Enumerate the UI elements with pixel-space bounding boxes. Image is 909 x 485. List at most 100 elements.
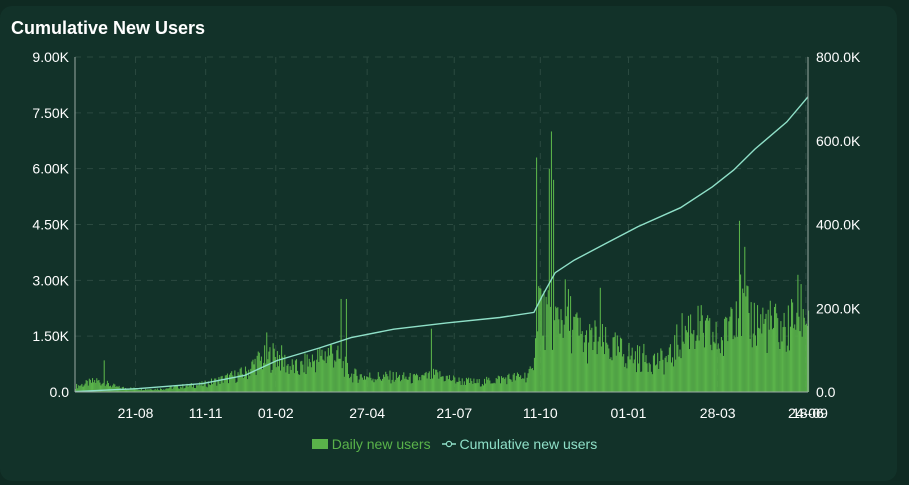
bar bbox=[683, 343, 685, 392]
bar bbox=[609, 358, 611, 392]
bar bbox=[249, 375, 251, 392]
bar bbox=[489, 380, 491, 392]
bar bbox=[537, 331, 539, 392]
bar bbox=[189, 384, 191, 392]
legend-item-line[interactable]: Cumulative new users bbox=[442, 436, 597, 452]
bar bbox=[658, 369, 660, 392]
bar bbox=[84, 383, 86, 392]
bar bbox=[638, 363, 640, 392]
bar bbox=[715, 321, 717, 392]
bar bbox=[85, 380, 87, 392]
bar bbox=[520, 375, 522, 392]
bar bbox=[232, 375, 234, 392]
bar bbox=[328, 355, 330, 392]
bar bbox=[418, 380, 420, 392]
bar bbox=[686, 332, 688, 392]
bar bbox=[355, 369, 357, 392]
bar bbox=[311, 354, 313, 392]
bar bbox=[745, 296, 747, 392]
legend-item-bars[interactable]: Daily new users bbox=[311, 436, 431, 452]
bar bbox=[302, 364, 304, 392]
bar bbox=[401, 379, 403, 392]
bar bbox=[81, 383, 83, 392]
bar bbox=[768, 329, 770, 392]
bar bbox=[182, 384, 184, 392]
bar bbox=[95, 382, 97, 392]
bar bbox=[94, 380, 96, 392]
bar bbox=[321, 349, 323, 392]
bar bbox=[624, 366, 626, 392]
bar bbox=[515, 375, 517, 392]
bar bbox=[414, 375, 417, 392]
bar bbox=[558, 319, 560, 392]
bar bbox=[646, 363, 648, 392]
bar bbox=[158, 390, 160, 392]
bar bbox=[78, 385, 80, 392]
bar bbox=[193, 388, 196, 392]
bar bbox=[297, 370, 299, 392]
bar bbox=[545, 296, 547, 392]
bar bbox=[288, 373, 290, 392]
bar bbox=[172, 387, 174, 392]
bar bbox=[648, 362, 650, 392]
bar bbox=[475, 383, 477, 392]
bar bbox=[458, 377, 460, 392]
bar bbox=[696, 335, 698, 392]
bar bbox=[723, 355, 725, 392]
bar bbox=[732, 339, 734, 392]
bar bbox=[456, 381, 458, 392]
bar bbox=[511, 381, 513, 392]
bar bbox=[108, 386, 111, 392]
bar bbox=[547, 290, 549, 392]
bar bbox=[318, 361, 320, 392]
bar bbox=[799, 331, 801, 392]
bar bbox=[179, 388, 181, 392]
bar bbox=[635, 372, 637, 392]
bar bbox=[88, 378, 90, 392]
bar bbox=[622, 356, 624, 392]
bar bbox=[80, 385, 82, 392]
bar bbox=[730, 307, 732, 392]
bar bbox=[284, 354, 286, 392]
bar bbox=[480, 386, 482, 392]
bar bbox=[786, 345, 788, 392]
bar bbox=[612, 337, 614, 392]
bar bbox=[300, 361, 302, 392]
bar bbox=[779, 348, 781, 392]
bar bbox=[554, 320, 556, 392]
bar bbox=[178, 388, 180, 392]
bar bbox=[206, 387, 208, 392]
bar bbox=[698, 340, 700, 392]
bar bbox=[564, 279, 566, 392]
bar bbox=[780, 321, 782, 392]
bar bbox=[700, 305, 702, 392]
bar bbox=[685, 330, 687, 392]
bar bbox=[234, 370, 236, 392]
bar bbox=[682, 341, 684, 392]
bar bbox=[519, 376, 521, 392]
bar bbox=[107, 383, 109, 392]
bar bbox=[758, 327, 760, 392]
bar bbox=[774, 306, 776, 392]
bar bbox=[452, 380, 454, 392]
bar bbox=[510, 379, 512, 392]
bar bbox=[113, 383, 115, 392]
bar bbox=[243, 376, 245, 392]
bar bbox=[449, 380, 452, 392]
bar bbox=[784, 326, 786, 392]
bar bbox=[613, 336, 615, 392]
bar bbox=[287, 364, 289, 392]
bar bbox=[365, 379, 367, 392]
bar bbox=[363, 375, 366, 392]
bar bbox=[97, 380, 99, 392]
bar bbox=[372, 378, 374, 392]
bar bbox=[120, 388, 122, 392]
bar bbox=[411, 383, 413, 392]
x-tick-label: 21-08 bbox=[118, 405, 154, 421]
bar bbox=[141, 390, 143, 392]
bar bbox=[371, 380, 373, 392]
bar bbox=[215, 378, 217, 392]
bar bbox=[351, 373, 353, 392]
bar bbox=[276, 351, 278, 392]
